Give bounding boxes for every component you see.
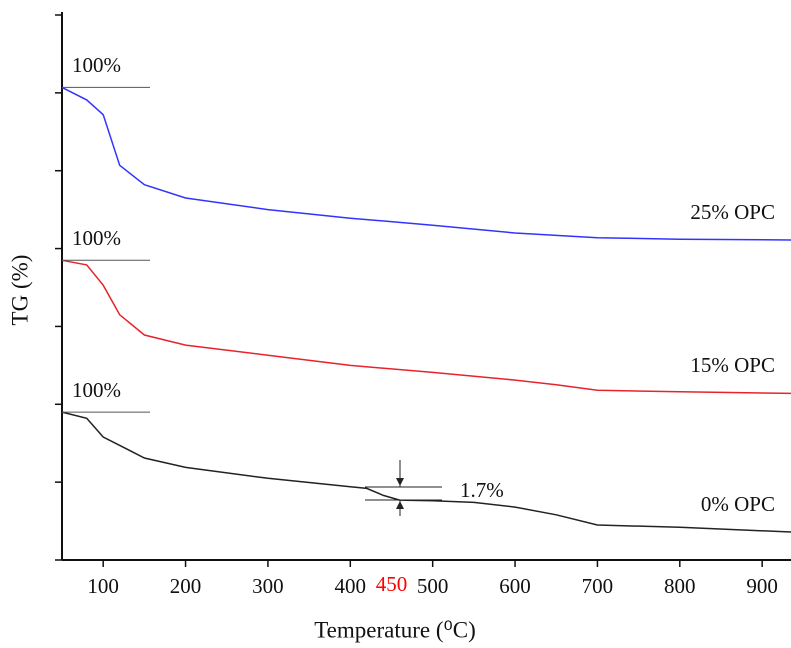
x-tick-label: 300 [252, 574, 284, 598]
x-tick-label: 700 [582, 574, 614, 598]
series-label: 15% OPC [690, 353, 775, 377]
x-tick-label: 200 [170, 574, 202, 598]
start-label: 100% [72, 226, 121, 250]
x-tick-label: 800 [664, 574, 696, 598]
x-axis-label: Temperature (⁰C) [314, 617, 476, 642]
start-label: 100% [72, 53, 121, 77]
line-series [61, 259, 791, 395]
x-tick-label: 100 [87, 574, 119, 598]
highlight-label: 450 [376, 572, 408, 596]
line-series [61, 411, 791, 533]
x-tick-label: 500 [417, 574, 449, 598]
annotation: 1.7% [460, 478, 504, 502]
start-label: 100% [72, 378, 121, 402]
series-label: 25% OPC [690, 200, 775, 224]
x-tick-label: 400 [335, 574, 367, 598]
line-series [61, 86, 791, 241]
series-label: 0% OPC [701, 492, 775, 516]
x-tick-label: 900 [746, 574, 778, 598]
x-tick-label: 600 [499, 574, 531, 598]
step-marker [365, 460, 442, 516]
y-axis-label: TG (%) [7, 255, 32, 326]
